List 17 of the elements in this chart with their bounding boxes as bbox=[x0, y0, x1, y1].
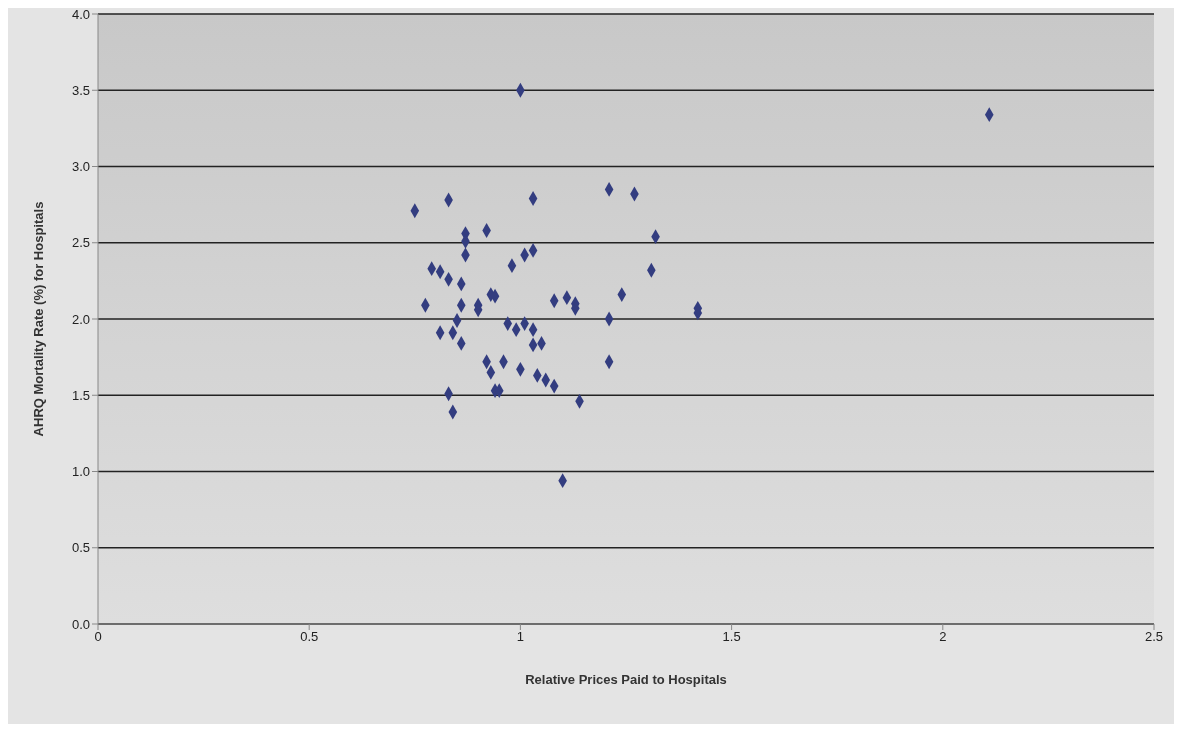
x-tick-label: 2 bbox=[939, 629, 947, 645]
y-tick-label: 2.5 bbox=[71, 235, 90, 251]
y-tick-label: 0.5 bbox=[71, 540, 90, 556]
y-tick-label: 2.0 bbox=[71, 311, 90, 327]
y-tick-label: 0.0 bbox=[71, 616, 90, 632]
x-tick-label: 1.5 bbox=[722, 629, 741, 645]
y-tick-label: 4.0 bbox=[71, 6, 90, 22]
y-axis-title: AHRQ Mortality Rate (%) for Hospitals bbox=[30, 201, 46, 437]
x-tick-label: 0 bbox=[94, 629, 102, 645]
x-axis-title: Relative Prices Paid to Hospitals bbox=[525, 672, 727, 687]
x-tick-label: 0.5 bbox=[300, 629, 319, 645]
y-tick-label: 3.0 bbox=[71, 159, 90, 175]
x-tick-label: 1 bbox=[516, 629, 525, 645]
y-tick-label: 3.5 bbox=[71, 82, 90, 98]
y-tick-label: 1.0 bbox=[71, 464, 90, 480]
y-tick-label: 1.5 bbox=[71, 387, 90, 403]
x-tick-label: 2.5 bbox=[1144, 629, 1164, 645]
